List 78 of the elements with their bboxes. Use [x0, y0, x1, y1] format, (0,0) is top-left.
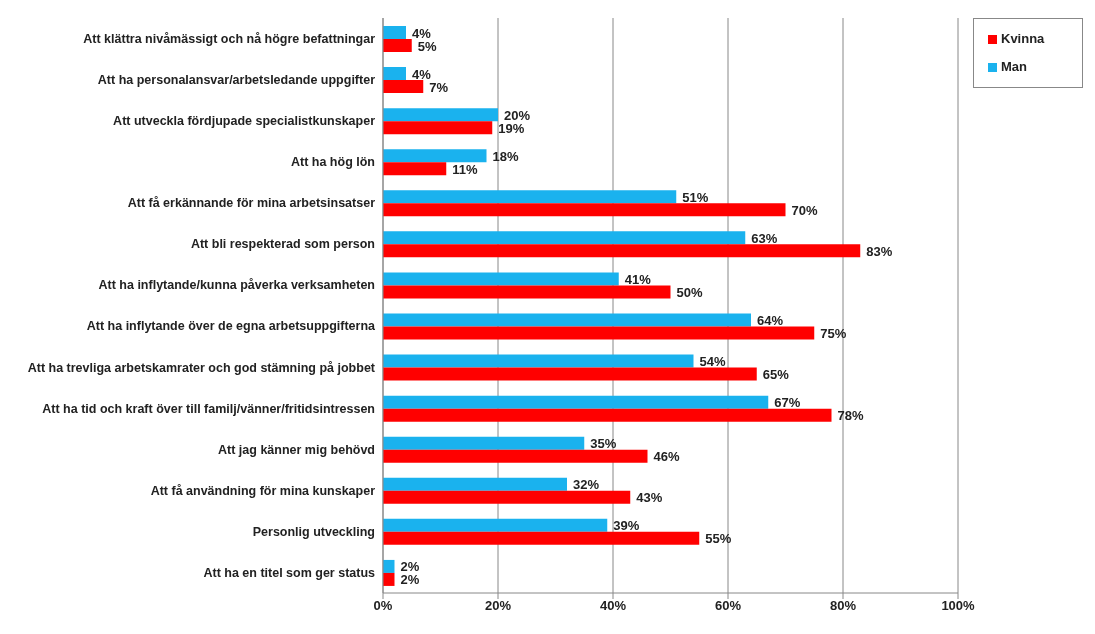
data-label: 5%: [417, 38, 437, 54]
data-label: 55%: [705, 531, 732, 547]
bar: [383, 39, 412, 52]
data-label: 54%: [699, 354, 726, 370]
data-label: 7%: [429, 79, 449, 95]
data-label: 32%: [573, 477, 600, 493]
legend-label: Kvinna: [1001, 31, 1045, 46]
data-label: 4%: [412, 25, 432, 41]
bar: [383, 395, 769, 409]
y-tick-label: Att ha en titel som ger status: [203, 565, 376, 580]
data-label: 19%: [498, 120, 525, 136]
bar: [383, 149, 487, 163]
bar: [383, 162, 447, 176]
y-tick-label: Att jag känner mig behövd: [218, 442, 375, 457]
y-tick-label: Att bli respekterad som person: [190, 237, 375, 252]
x-tick-label: 20%: [484, 598, 512, 614]
y-tick-label: Personlig utveckling: [252, 524, 375, 539]
data-label: 43%: [636, 490, 663, 506]
bar: [383, 285, 671, 299]
bar: [383, 326, 815, 340]
data-label: 78%: [837, 408, 864, 424]
bar: [383, 313, 751, 327]
x-tick-label: 60%: [714, 598, 742, 614]
bar: [383, 408, 832, 422]
data-label: 46%: [653, 449, 680, 465]
data-label: 39%: [613, 518, 640, 534]
bar: [383, 190, 677, 204]
data-label: 65%: [762, 367, 790, 383]
bar: [383, 121, 493, 135]
bar: [383, 490, 631, 504]
bar: [383, 272, 619, 286]
bar: [383, 436, 585, 450]
bar: [383, 67, 406, 81]
data-label: 63%: [751, 230, 778, 246]
y-tick-label: Att ha inflytande över de egna arbetsuppgifterna: [86, 319, 377, 334]
data-label: 35%: [590, 436, 617, 452]
y-tick-label: Att få användning för mina kunskaper: [150, 483, 376, 498]
data-label: 4%: [412, 66, 432, 82]
y-tick-label: Att ha inflytande/kunna påverka verksamheten: [98, 278, 375, 293]
y-tick-label: Att ha hög lön: [290, 155, 375, 170]
data-label: 64%: [757, 313, 784, 328]
data-label: 18%: [492, 148, 519, 164]
data-label: 83%: [866, 243, 893, 259]
data-label: 2%: [400, 572, 420, 588]
y-tick-label: Att utveckla fördjupade specialistkunskaper: [113, 114, 376, 129]
bar: [383, 572, 395, 586]
y-tick-label: Att ha tid och kraft över till familj/vänner/fritidsintressen: [42, 401, 375, 416]
x-tick-label: 100%: [941, 598, 976, 614]
bar: [383, 80, 424, 94]
x-tick-label: 80%: [829, 598, 857, 614]
bar: [383, 531, 700, 545]
bar: [383, 203, 786, 217]
y-tick-label: Att klättra nivåmässigt och nå högre befattningar: [83, 31, 376, 46]
data-label: 41%: [624, 271, 652, 287]
bar: [383, 108, 498, 122]
x-tick-label: 40%: [599, 598, 627, 614]
data-label: 11%: [452, 161, 478, 177]
data-label: 20%: [504, 107, 531, 123]
bar: [383, 367, 757, 381]
bar: [383, 449, 648, 463]
bar: [383, 231, 746, 245]
data-label: 50%: [676, 284, 703, 300]
bar: [383, 244, 861, 258]
data-label: 51%: [682, 189, 709, 205]
bar: [383, 477, 567, 491]
y-tick-label: Att få erkännande för mina arbetsinsatser: [127, 196, 376, 211]
y-tick-label: Att ha personalansvar/arbetsledande uppgifter: [97, 73, 376, 88]
bar: [383, 559, 395, 573]
data-label: 67%: [774, 395, 801, 411]
data-label: 2%: [400, 559, 420, 575]
data-label: 75%: [820, 326, 847, 341]
y-tick-label: Att ha trevliga arbetskamrater och god stämning på jobbet: [27, 360, 376, 375]
bar: [383, 26, 406, 39]
x-tick-label: 0%: [373, 598, 393, 614]
data-label: 70%: [791, 202, 818, 218]
bar: [383, 354, 694, 368]
legend-label: Man: [1001, 59, 1027, 74]
bar: [383, 518, 608, 532]
